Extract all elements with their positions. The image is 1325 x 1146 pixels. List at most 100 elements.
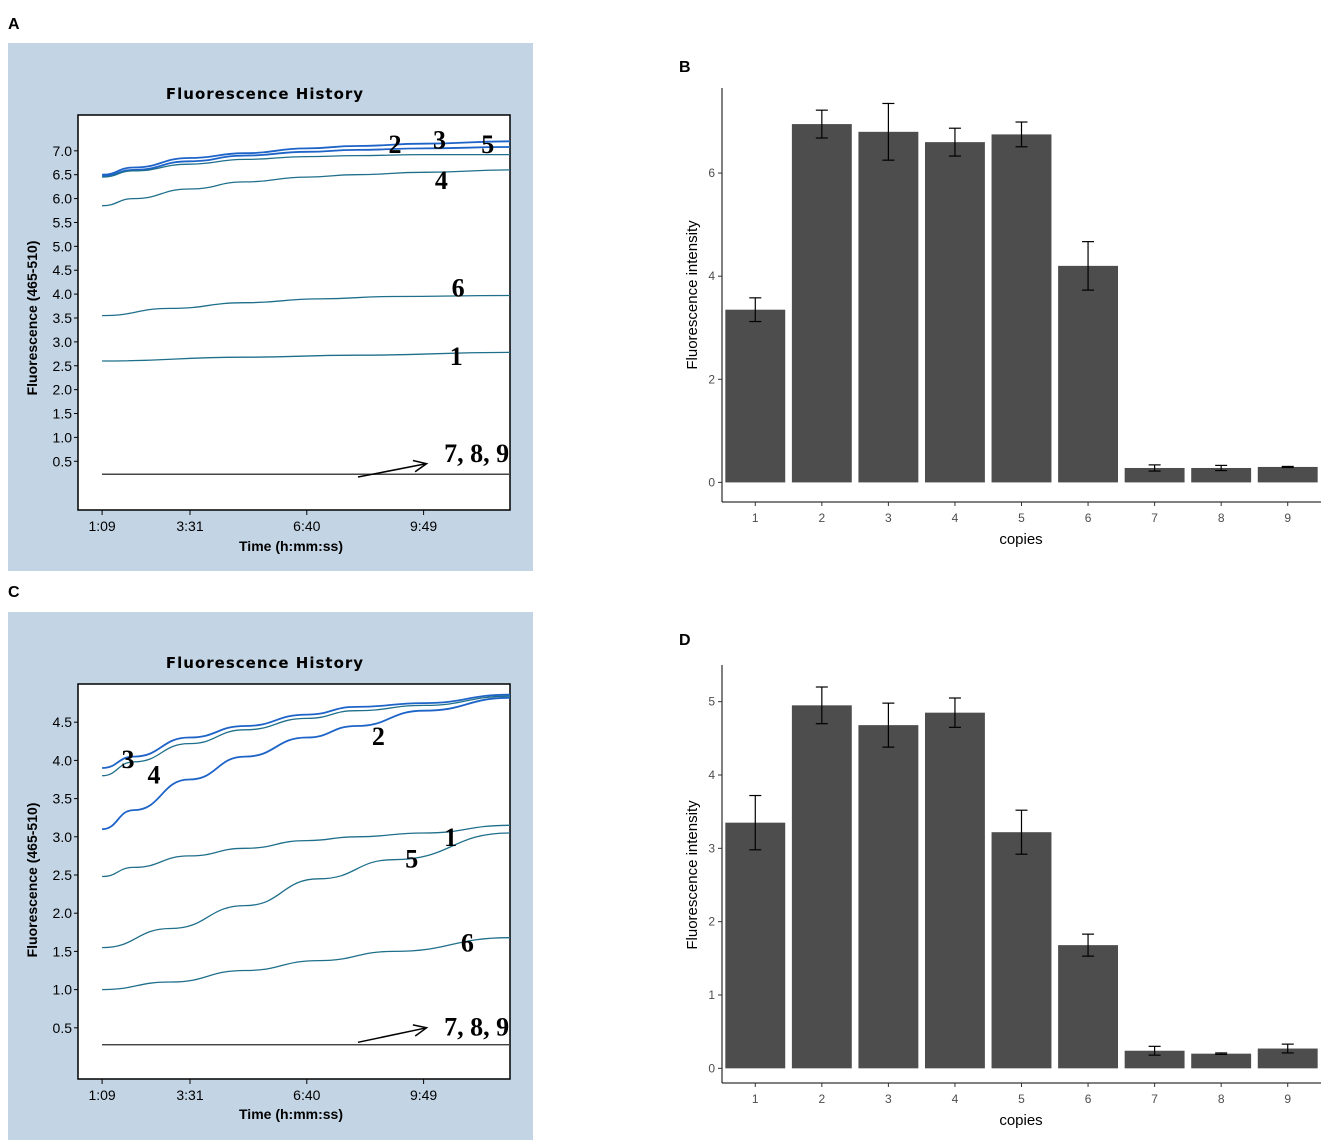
panel-b-bar-6 [1058,265,1119,483]
panel-a-curve-label: 7, 8, 9 [444,439,509,468]
panel-a-y-tick-label: 7.0 [53,143,73,159]
panel-c-x-tick-label: 1:09 [88,1087,115,1103]
panel-b-x-tick-label: 3 [885,511,892,525]
panel-c-series-3-line [102,693,511,769]
panel-a-series-1-line [102,351,511,362]
panel-a-y-tick-label: 1.0 [53,429,73,445]
panel-c-y-axis-label: Fluorescence (465-510) [24,803,40,958]
panel-c-curve-label: 4 [148,760,161,789]
panel-a-x-tick-label: 9:49 [410,518,437,534]
panel-d-y-tick-label: 4 [708,768,715,782]
panel-d-x-tick-label: 8 [1218,1092,1225,1106]
panel-d-bar-6 [1058,945,1119,1069]
panel-b-bar-8 [1191,467,1252,483]
panel-c-y-tick-label: 2.0 [53,905,73,921]
panel-b-bar-2 [791,124,852,483]
panel-b-y-tick-label: 4 [708,269,715,283]
panel-a-y-tick-label: 4.5 [53,262,73,278]
panel-letter-a: A [8,16,20,33]
panel-a-plot-area [77,114,511,511]
panel-d-x-tick-label: 2 [818,1092,825,1106]
panel-a-y-tick-label: 3.0 [53,334,73,350]
panel-a-curve-label: 3 [433,125,446,154]
panel-d-bar-4 [924,712,985,1069]
panel-d-x-tick-label: 6 [1085,1092,1092,1106]
panel-a-y-tick-label: 2.5 [53,358,73,374]
panel-c-title: Fluorescence History [166,654,364,672]
panel-d-bar-5 [991,832,1052,1069]
panel-letter-b: B [679,59,691,76]
panel-c-series-6-line [102,937,511,991]
panel-c-curve-label: 7, 8, 9 [444,1012,509,1041]
panel-d-x-tick-label: 7 [1151,1092,1158,1106]
panel-b-y-tick-label: 0 [708,475,715,489]
panel-a-x-tick-label: 3:31 [176,518,203,534]
panel-c-x-tick-label: 3:31 [176,1087,203,1103]
panel-a-y-tick-label: 5.5 [53,214,73,230]
panel-letter-c: C [8,584,20,601]
panel-b-y-axis-label: Fluorescence intensity [684,220,701,370]
panel-d-bar-chart: 0 1 2 3 4 5 1 2 3 4 5 6 7 8 9 copies Fluorescence inte… [684,665,1321,1129]
panel-a-fluorescence-history: Fluorescence History 7.0 6.5 6.0 5.5 5.0 4.5 4… [8,43,533,571]
panel-d-bar-1 [725,822,786,1069]
panel-b-x-tick-label: 2 [818,511,825,525]
panel-d-x-tick-label: 4 [952,1092,959,1106]
panel-b-bar-9 [1257,466,1318,483]
panel-a-y-axis-label: Fluorescence (465-510) [24,241,40,396]
panel-d-y-tick-label: 5 [708,695,715,709]
panel-a-arrow-head [412,459,429,473]
panel-d-bar-8 [1191,1053,1252,1069]
panel-a-title: Fluorescence History [166,85,364,103]
panel-a-series-5-line [102,153,510,178]
panel-a-x-tick-label: 1:09 [88,518,115,534]
panel-c-arrow-shaft [357,1027,427,1044]
panel-c-curve-label: 2 [372,722,385,751]
panel-a-curve-label: 2 [389,130,402,159]
panel-b-x-tick-label: 7 [1151,511,1158,525]
panel-a-curve-label: 1 [450,342,463,371]
panel-a-y-tick-label: 6.5 [53,167,73,183]
panel-c-y-tick-label: 0.5 [53,1020,73,1036]
panel-a-y-tick-label: 6.0 [53,191,73,207]
panel-a-arrow-shaft [357,462,427,478]
panel-b-bar-4 [924,142,985,483]
panel-b-x-tick-label: 8 [1218,511,1225,525]
panel-c-y-tick-label: 1.5 [53,943,73,959]
panel-c-y-tick-label: 3.5 [53,791,73,807]
panel-d-y-tick-label: 0 [708,1061,715,1075]
panel-a-x-axis-label: Time (h:mm:ss) [239,538,343,554]
panel-c-y-tick-label: 4.0 [53,752,73,768]
panel-d-y-axis-label: Fluorescence intensity [684,800,701,950]
panel-b-x-axis-label: copies [999,531,1042,548]
panel-c-plot-area [77,683,511,1080]
panel-c-x-tick-label: 9:49 [410,1087,437,1103]
panel-d-x-tick-label: 9 [1284,1092,1291,1106]
panel-a-y-tick-label: 2.0 [53,382,73,398]
panel-a-curve-label: 4 [435,166,448,195]
panel-a-y-tick-label: 3.5 [53,310,73,326]
panel-d-bar-7 [1124,1050,1185,1069]
panel-c-series-5-line [102,832,511,949]
panel-b-bar-7 [1124,467,1185,483]
panel-c-arrow-head [412,1024,429,1037]
panel-a-series-2-line [102,140,511,176]
panel-a-x-tick-label: 6:40 [293,518,320,534]
panel-b-x-tick-label: 1 [752,511,759,525]
panel-c-y-tick-label: 4.5 [53,714,73,730]
panel-letter-d: D [679,632,691,649]
panel-d-x-tick-label: 5 [1018,1092,1025,1106]
panel-d-bar-2 [791,705,852,1069]
panel-b-bar-3 [858,131,919,483]
panel-b-bar-5 [991,134,1052,483]
panel-a-series-6-line [102,294,511,317]
panel-d-bar-9 [1257,1048,1318,1069]
panel-b-bar-chart: 0 2 4 6 1 2 3 4 5 6 7 8 9 copies Fluorescence intens… [684,88,1321,548]
panel-b-y-tick-label: 6 [708,166,715,180]
panel-a-series-3-line [102,146,511,177]
panel-b-x-tick-label: 6 [1085,511,1092,525]
panel-c-y-tick-label: 1.0 [53,982,73,998]
panel-b-bar-1 [725,309,786,483]
panel-d-x-axis-label: copies [999,1112,1042,1129]
panel-c-x-tick-label: 6:40 [293,1087,320,1103]
panel-b-x-tick-label: 9 [1284,511,1291,525]
